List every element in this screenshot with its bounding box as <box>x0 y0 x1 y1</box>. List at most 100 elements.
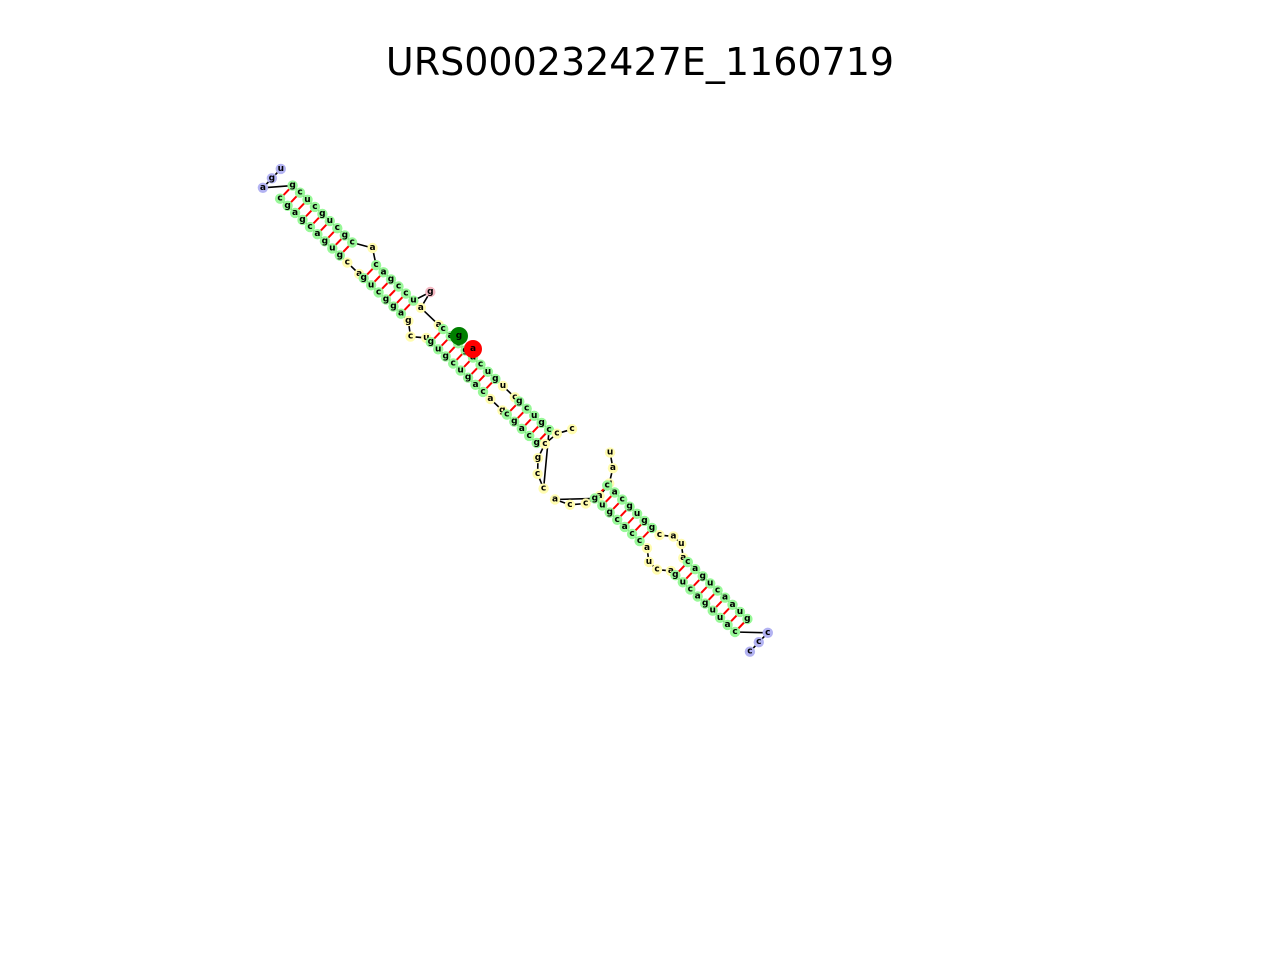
stem-nucleotide: u <box>714 612 726 623</box>
stem-nucleotide: g <box>440 351 451 362</box>
stem-nucleotide: c <box>602 480 613 491</box>
stem-nucleotide: g <box>385 274 397 285</box>
svg-text:u: u <box>278 164 284 174</box>
svg-text:c: c <box>512 392 517 402</box>
loop-nucleotide: u <box>604 447 616 458</box>
loop-nucleotide: c <box>580 498 591 509</box>
svg-text:g: g <box>456 331 462 341</box>
svg-text:a: a <box>472 380 478 390</box>
svg-text:g: g <box>533 438 539 448</box>
unpaired-nucleotide: g <box>425 286 436 298</box>
svg-text:u: u <box>709 606 715 616</box>
svg-text:g: g <box>388 274 394 284</box>
backbone-segment <box>734 631 768 634</box>
svg-text:a: a <box>487 394 493 404</box>
stem-nucleotide: u <box>529 410 540 421</box>
svg-text:c: c <box>403 289 408 299</box>
svg-text:c: c <box>297 188 302 198</box>
stem-nucleotide: a <box>516 423 527 434</box>
svg-text:a: a <box>622 522 628 532</box>
loop-nucleotide: u <box>497 380 509 392</box>
stem-nucleotide: u <box>327 243 338 254</box>
terminus-marker-layer: ga <box>450 327 482 358</box>
svg-text:a: a <box>519 424 525 434</box>
chart-title: URS000232427E_1160719 <box>385 40 895 84</box>
stem-nucleotide: c <box>400 288 412 299</box>
svg-text:c: c <box>654 565 659 575</box>
stem-nucleotide: u <box>705 578 716 589</box>
stem-nucleotide: g <box>536 417 547 429</box>
svg-text:g: g <box>535 453 541 463</box>
svg-text:g: g <box>499 405 505 415</box>
svg-text:a: a <box>470 344 476 354</box>
loop-nucleotide: g <box>532 452 544 464</box>
stem-nucleotide: g <box>319 236 331 247</box>
stem-nucleotide: g <box>282 200 293 211</box>
stem-nucleotide: g <box>742 613 753 625</box>
stem-nucleotide: c <box>612 514 623 525</box>
stem-nucleotide: g <box>700 598 711 609</box>
svg-text:c: c <box>441 324 446 334</box>
svg-text:a: a <box>670 531 676 541</box>
svg-text:g: g <box>744 614 750 624</box>
svg-text:g: g <box>322 236 328 246</box>
svg-text:c: c <box>480 387 485 397</box>
svg-text:c: c <box>478 360 483 370</box>
svg-text:c: c <box>637 536 642 546</box>
stem-nucleotide: g <box>624 501 635 512</box>
svg-text:a: a <box>695 592 701 602</box>
svg-text:a: a <box>314 229 320 239</box>
svg-text:g: g <box>427 287 433 297</box>
svg-text:a: a <box>610 463 616 473</box>
svg-text:g: g <box>516 397 522 407</box>
stem-nucleotide: g <box>490 373 501 385</box>
svg-text:u: u <box>329 243 335 253</box>
stem-nucleotide: c <box>521 403 532 414</box>
svg-text:g: g <box>592 493 598 503</box>
hairpin-nucleotide: u <box>275 163 286 175</box>
stem-nucleotide: c <box>524 430 535 442</box>
loop-nucleotide: a <box>367 242 378 254</box>
stem-nucleotide: a <box>619 521 630 533</box>
stem-nucleotide: u <box>455 365 466 376</box>
svg-text:u: u <box>485 367 491 377</box>
svg-text:c: c <box>345 258 350 268</box>
loop-nucleotide: u <box>676 538 687 550</box>
stem-nucleotide: c <box>294 187 306 198</box>
svg-text:a: a <box>356 269 362 279</box>
stem-nucleotide: a <box>378 267 389 278</box>
svg-text:g: g <box>337 251 343 261</box>
svg-text:a: a <box>292 208 298 218</box>
svg-text:u: u <box>737 607 743 617</box>
svg-text:c: c <box>685 557 690 567</box>
loop-nucleotide: c <box>538 483 549 494</box>
svg-text:g: g <box>649 523 655 533</box>
svg-text:a: a <box>644 543 650 553</box>
svg-text:a: a <box>260 183 266 193</box>
svg-text:c: c <box>535 469 540 479</box>
loop-nucleotide: a <box>485 393 496 405</box>
stem-nucleotide: a <box>289 207 301 219</box>
hairpin-nucleotide: c <box>744 646 756 657</box>
svg-text:c: c <box>373 260 378 270</box>
svg-text:c: c <box>504 410 509 420</box>
stem-nucleotide: g <box>589 493 600 504</box>
stem-nucleotide: u <box>324 215 335 227</box>
stem-nucleotide: a <box>470 379 481 390</box>
svg-text:c: c <box>569 424 574 434</box>
stem-nucleotide: u <box>408 295 419 306</box>
loop-nucleotide: c <box>405 331 416 342</box>
five-prime-marker: g <box>450 327 468 345</box>
svg-text:g: g <box>319 209 325 219</box>
svg-text:g: g <box>299 215 305 225</box>
svg-text:g: g <box>289 181 295 191</box>
stem-nucleotide: g <box>697 571 708 582</box>
loop-nucleotide: a <box>668 531 679 542</box>
stem-nucleotide: c <box>438 323 449 335</box>
svg-text:g: g <box>442 351 448 361</box>
svg-text:a: a <box>725 620 731 630</box>
svg-text:c: c <box>605 480 610 490</box>
svg-text:u: u <box>678 539 684 549</box>
hairpin-nucleotide: c <box>753 637 764 648</box>
